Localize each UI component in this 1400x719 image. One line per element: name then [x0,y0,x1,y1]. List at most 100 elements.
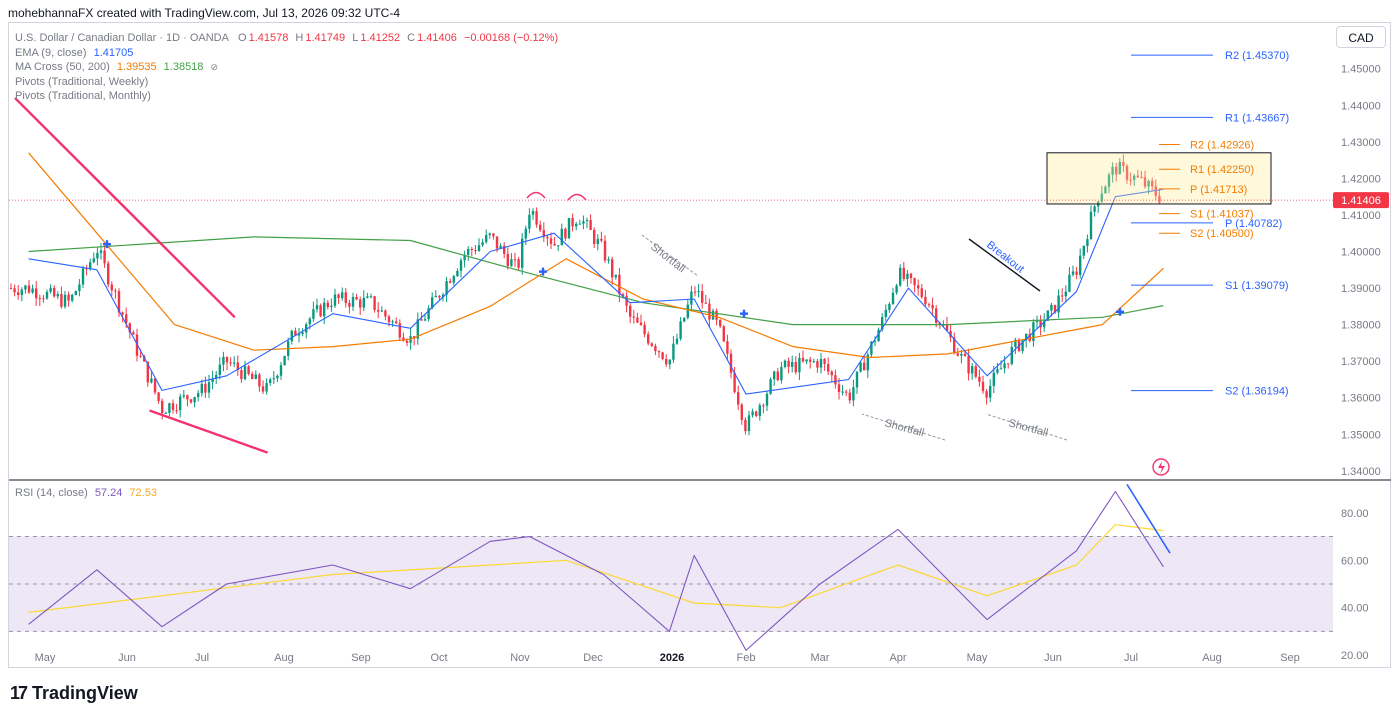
candle-body [384,310,387,317]
chart-caption: mohebhannaFX created with TradingView.co… [8,6,401,20]
candle-body [917,285,920,289]
candle-body [71,294,74,301]
candle-body [967,356,970,374]
candle-body [243,366,247,380]
candle-body [42,298,45,300]
weekly-pivots-legend-row[interactable]: Pivots (Traditional, Weekly) [15,75,149,88]
shortfall-arrow [985,413,1068,441]
candle-body [891,292,895,305]
monthly-pivots-legend-row[interactable]: Pivots (Traditional, Monthly) [15,90,151,103]
time-axis-tick: Jul [1124,652,1138,664]
candle-body [107,263,110,285]
ma-cross-legend-row[interactable]: MA Cross (50, 200) 1.39535 1.38518 ⊘ [15,60,560,75]
tradingview-logo[interactable]: 17 TradingView [10,683,138,704]
candle-body [722,326,725,342]
candle-body [600,238,603,241]
candle-body [128,323,131,333]
candle-body [758,405,761,416]
candle-body [654,345,657,352]
monthly-pivot-label: R1 (1.43667) [1225,112,1289,124]
candle-body [143,355,146,362]
flash-icon [1152,458,1170,476]
price-axis-tick: 1.34000 [1341,466,1381,478]
candle-body [546,236,549,239]
candle-body [740,404,743,420]
candle-body [495,236,499,249]
candle-body [999,368,1003,370]
candle-body [542,230,545,237]
candle-body [578,223,581,225]
candle-body [938,322,941,326]
eye-off-icon[interactable]: ⊘ [210,62,219,73]
candle-body [528,214,531,229]
candle-body [697,291,700,293]
candle-body [593,229,596,245]
candle-body [27,285,31,293]
candle-body [974,366,977,377]
ma200-line [28,236,1164,326]
currency-button[interactable]: CAD [1336,26,1386,48]
candle-body [470,249,473,251]
candle-body [571,218,574,227]
candle-body [521,238,524,268]
candle-body [1107,174,1111,187]
candle-body [305,324,308,333]
candle-body [265,383,268,392]
chart-frame [8,22,1391,668]
candle-body [1086,239,1089,246]
high-label: H [295,32,304,44]
candle-body [420,319,423,321]
candle-body [362,297,365,308]
candle-body [701,291,704,303]
candle-body [639,322,643,325]
candle-body [953,337,956,354]
time-axis-tick: 2026 [660,652,684,664]
monthly-pivot-label: R2 (1.45370) [1225,50,1289,62]
candle-body [837,384,841,393]
candle-body [841,391,844,393]
candle-body [207,382,211,393]
time-axis-tick: Jul [195,652,209,664]
rsi-axis-tick: 20.00 [1341,650,1369,662]
candle-body [899,267,902,286]
candle-body [510,259,513,267]
candle-body [870,341,873,355]
rsi-legend[interactable]: RSI (14, close) 57.24 72.53 [15,487,157,499]
candle-body [665,358,668,365]
candle-body [387,316,391,323]
flash-icon [1158,461,1165,474]
candle-body [1068,274,1071,292]
candle-body [150,378,153,383]
breakout-arrow [968,238,1041,292]
candle-body [315,305,319,310]
candle-body [49,287,52,292]
candle-body [747,415,751,432]
candle-body [877,329,880,342]
time-axis-tick: Jun [118,652,136,664]
candle-body [996,369,999,373]
candle-body [791,361,794,367]
candle-body [935,308,938,323]
symbol-label[interactable]: U.S. Dollar / Canadian Dollar · 1D · OAN… [15,32,229,44]
candle-body [704,302,707,304]
candle-body [625,295,628,306]
candle-body [272,378,275,380]
candle-body [45,291,49,299]
candle-body [711,310,715,320]
candle-body [297,334,301,336]
candle-body [575,223,578,227]
candle-body [240,370,243,380]
candle-body [247,366,250,374]
candle-body [647,334,650,344]
candle-body [945,324,949,331]
candle-body [1100,193,1103,202]
candle-body [1025,333,1028,341]
candle-body [553,243,556,246]
ema-legend-row[interactable]: EMA (9, close) 1.41705 [15,46,560,61]
candle-body [798,357,801,373]
ema-label: EMA (9, close) [15,46,87,59]
rsi-axis-tick: 40.00 [1341,603,1369,615]
candle-body [1125,166,1129,180]
candle-body [319,305,322,317]
